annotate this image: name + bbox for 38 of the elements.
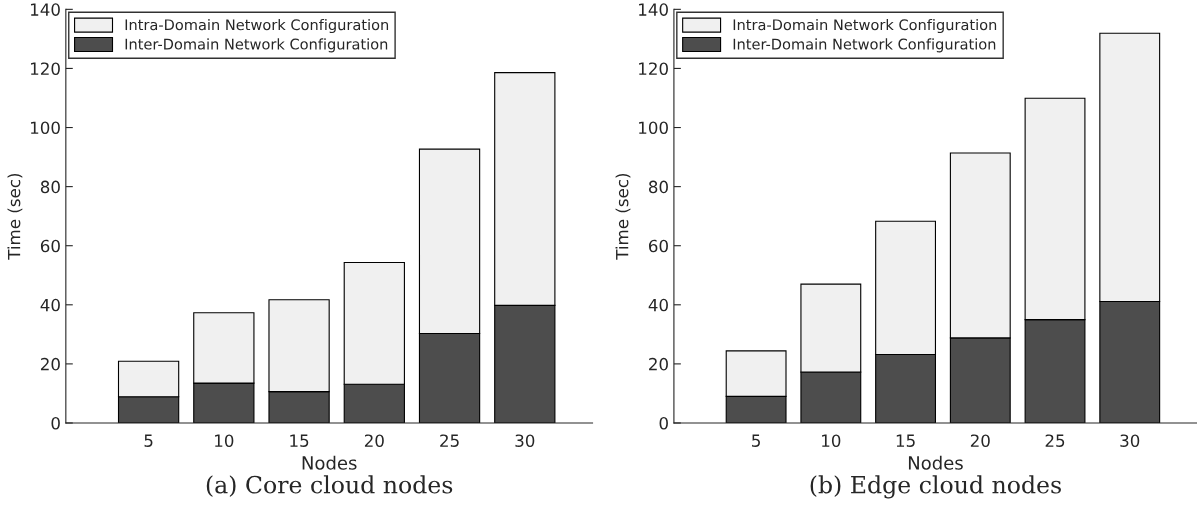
x-tick-label: 30 [515,434,535,447]
x-tick-label: 20 [970,434,990,447]
y-tick-label: 120 [30,62,60,75]
x-tick-label: 15 [896,434,915,447]
text: (a) Core cloud nodes [206,475,453,497]
legend-label: Inter-Domain Network Configuration [125,38,388,53]
legend-label: Intra-Domain Network Configuration [733,18,997,34]
x-tick-label: 15 [290,434,309,447]
x-tick-label: 5 [752,434,760,447]
y-axis-title: Time (sec) [615,174,631,260]
legend-label: Intra-Domain Network Configuration [125,18,389,34]
x-tick-label: 5 [144,434,153,447]
y-tick-label: 20 [40,357,60,371]
text: (b) Edge cloud nodes [810,475,1061,499]
x-tick-label: 25 [440,434,459,447]
y-tick-label: 20 [649,357,668,371]
x-axis-title: Nodes [302,455,357,470]
y-tick-label: 60 [40,239,60,253]
y-tick-label: 100 [30,121,60,135]
y-tick-label: 60 [649,239,668,253]
legend-label: Inter-Domain Network Configuration [733,38,996,53]
x-tick-label: 10 [822,434,841,447]
x-tick-label: 10 [215,434,234,447]
y-tick-label: 40 [40,298,60,312]
y-tick-label: 100 [639,121,668,135]
y-tick-label: 0 [659,416,668,430]
y-tick-label: 0 [51,416,60,430]
y-tick-label: 140 [639,3,668,16]
y-tick-label: 40 [648,298,668,312]
x-tick-label: 20 [364,434,384,447]
y-axis-title: Time (sec) [7,174,23,260]
x-tick-label: 25 [1045,434,1065,447]
x-axis-title: Nodes [908,455,963,470]
y-tick-label: 120 [639,62,668,75]
y-tick-label: 80 [648,180,668,194]
y-tick-label: 80 [40,180,60,194]
x-tick-label: 30 [1120,434,1140,447]
y-tick-label: 140 [30,3,60,16]
